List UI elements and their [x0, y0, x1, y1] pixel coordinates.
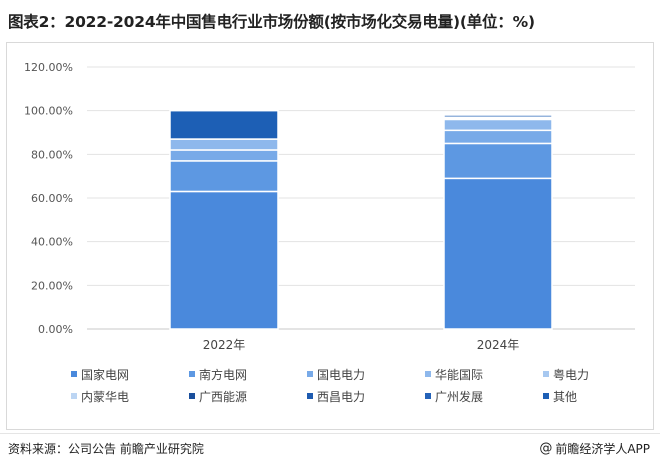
legend-swatch — [543, 393, 549, 399]
chart-frame: 0.00% 20.00% 40.00% 60.00% 80.00% 100.00% 120.… — [6, 42, 654, 430]
bar-segment — [169, 109, 279, 140]
y-tick-label: 120.00% — [24, 61, 73, 74]
bar-segment — [443, 129, 553, 145]
stacked-bar-chart: 0.00% 20.00% 40.00% 60.00% 80.00% 100.00% 120.… — [24, 61, 635, 404]
at-icon: @ — [539, 441, 553, 456]
legend-label: 粤电力 — [553, 367, 589, 382]
y-tick-label: 80.00% — [31, 148, 73, 161]
bar-segment — [169, 160, 279, 193]
legend-swatch — [307, 393, 313, 399]
legend-swatch — [189, 393, 195, 399]
y-tick-label: 60.00% — [31, 192, 73, 205]
legend-label: 内蒙华电 — [81, 390, 129, 404]
y-tick-label: 100.00% — [24, 105, 73, 118]
y-tick-label: 40.00% — [31, 236, 73, 249]
credit-label: 前瞻经济学人APP — [555, 442, 650, 456]
legend-label: 华能国际 — [435, 368, 483, 382]
bar-segment — [169, 149, 279, 162]
bar-segment — [443, 114, 553, 118]
legend-swatch — [189, 371, 195, 377]
y-tick-label: 0.00% — [38, 323, 73, 336]
legend-label: 国家电网 — [81, 367, 129, 382]
legend-label: 西昌电力 — [317, 390, 365, 404]
footer-divider — [0, 433, 660, 434]
legend-label: 南方电网 — [199, 367, 247, 382]
legend-swatch — [307, 371, 313, 377]
bar-segment — [169, 138, 279, 151]
bar-segment — [443, 118, 553, 132]
bar-segment — [443, 177, 553, 330]
legend-swatch — [71, 371, 77, 377]
legend-label: 广西能源 — [199, 390, 247, 404]
bar-segment — [169, 190, 279, 330]
legend-swatch — [543, 371, 549, 377]
legend-label: 广州发展 — [435, 389, 483, 404]
chart-title: 图表2：2022-2024年中国售电行业市场份额(按市场化交易电量)(单位：%) — [8, 13, 535, 31]
x-tick-label: 2022年 — [203, 338, 246, 352]
y-tick-label: 20.00% — [31, 279, 73, 292]
legend-label: 国电电力 — [317, 368, 365, 382]
legend-swatch — [71, 393, 77, 399]
credit: @ 前瞻经济学人APP — [539, 440, 650, 457]
legend-swatch — [425, 393, 431, 399]
bar-segment — [443, 142, 553, 180]
legend-swatch — [425, 371, 431, 377]
x-tick-label: 2024年 — [477, 338, 520, 352]
legend-label: 其他 — [553, 390, 577, 404]
source-note: 资料来源：公司公告 前瞻产业研究院 — [8, 442, 204, 456]
